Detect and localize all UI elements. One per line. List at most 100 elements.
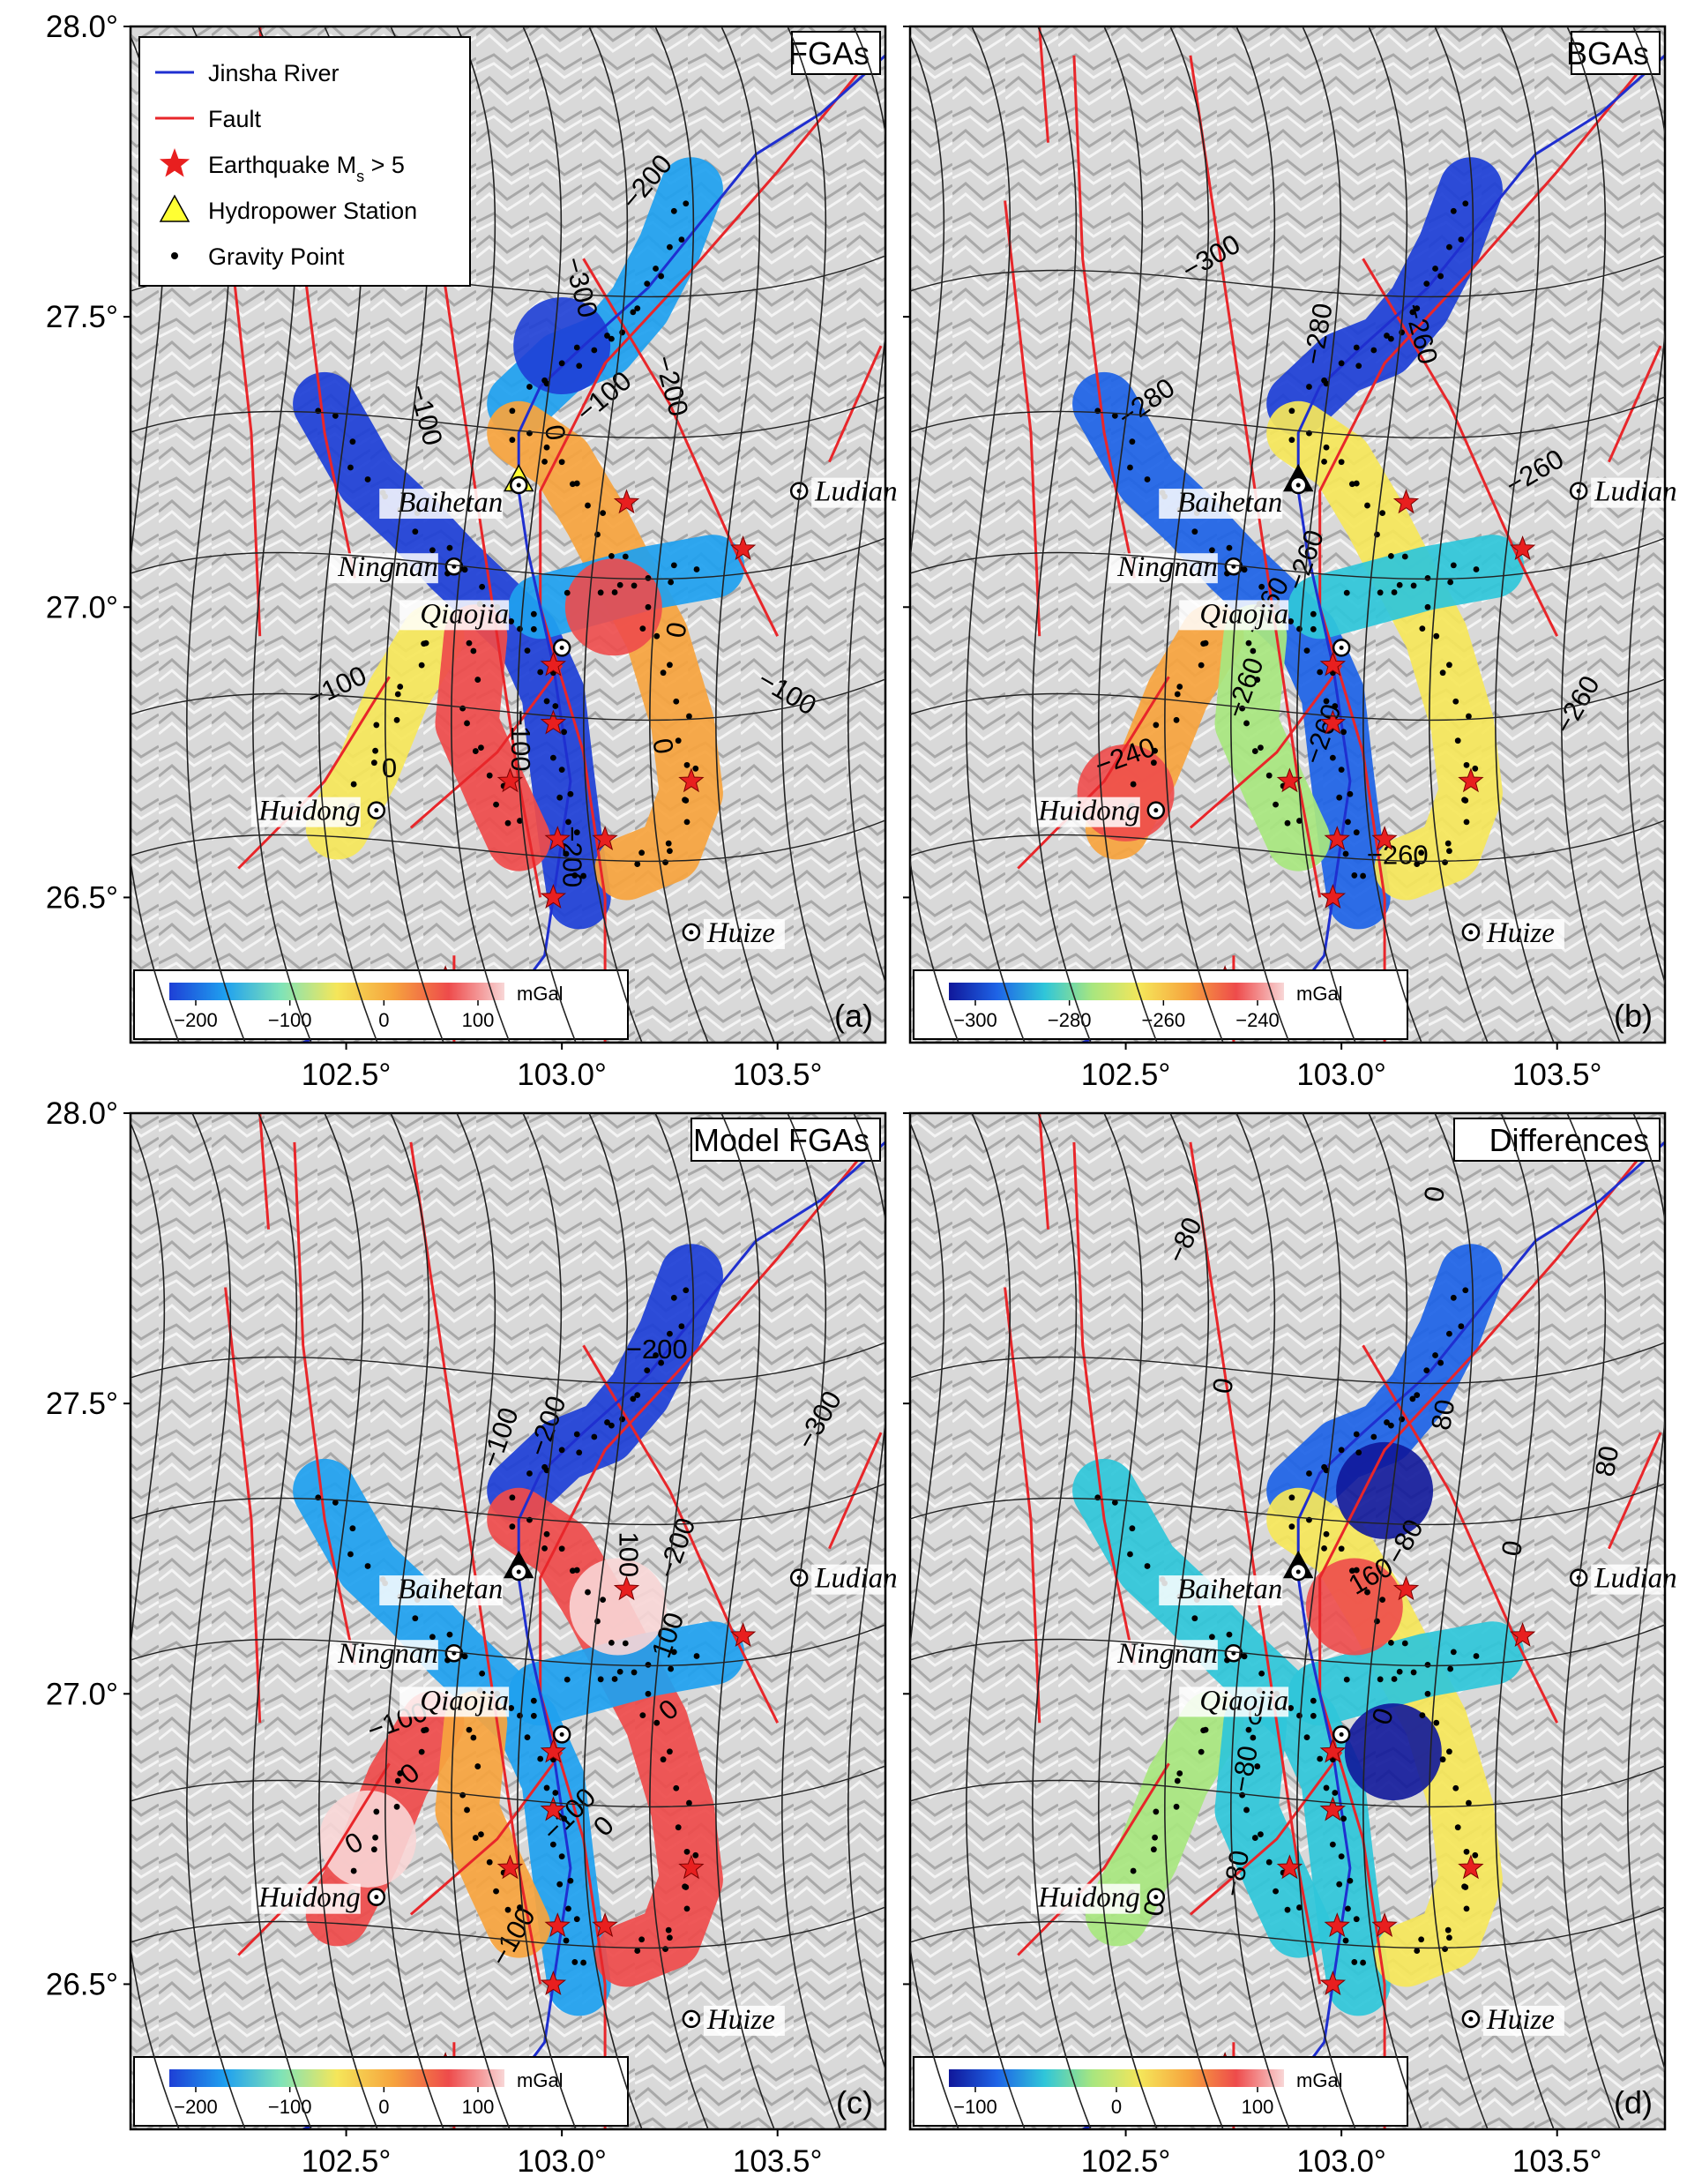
town-marker-dot <box>1153 1895 1159 1900</box>
gravity-point <box>393 1803 400 1810</box>
fault-line <box>1189 1751 1343 1916</box>
gravity-point <box>1153 722 1160 729</box>
town-label: Qiaojia <box>1199 1685 1288 1717</box>
gravity-point <box>1424 1661 1431 1668</box>
gravity-point <box>1473 566 1480 572</box>
panel-letter: (a) <box>834 998 873 1034</box>
town-marker-dot <box>689 2016 694 2022</box>
gravity-point <box>1336 794 1343 801</box>
gravity-point <box>1173 1803 1180 1810</box>
gravity-point <box>543 1784 550 1791</box>
gravity-point <box>1288 1494 1295 1501</box>
gravity-point <box>1296 818 1303 824</box>
town-label: Huize <box>706 917 775 949</box>
colorbar-box <box>913 969 1408 1040</box>
gravity-point <box>1258 583 1265 590</box>
gravity-point <box>1446 1330 1452 1337</box>
gravity-point <box>1419 625 1426 632</box>
gravity-point <box>1265 772 1273 779</box>
gravity-point <box>543 698 550 705</box>
gravity-point <box>1432 1352 1438 1358</box>
gravity-point <box>504 819 511 826</box>
gravity-point <box>645 1690 652 1697</box>
gravity-point <box>1245 1726 1252 1733</box>
colorbar-tick-label: −200 <box>174 2096 218 2118</box>
map-frame <box>908 1111 1667 2131</box>
lat-tick-label: 27.5° <box>46 1387 118 1421</box>
gravity-point <box>1127 1551 1133 1558</box>
earthquake-star-icon <box>1371 826 1398 851</box>
legend-label-suffix: > 5 <box>364 152 405 178</box>
gravity-point <box>1152 747 1158 754</box>
gravity-point <box>474 1763 481 1769</box>
fault-line <box>237 1762 391 1956</box>
gravity-point <box>591 347 598 354</box>
gravity-point <box>692 1851 699 1859</box>
gravity-point <box>517 818 523 824</box>
gravity-point <box>653 1352 659 1358</box>
gravity-point <box>1347 1877 1354 1884</box>
colorbar-tick-label: 100 <box>1242 2096 1274 2118</box>
gravity-point <box>563 1937 570 1944</box>
gravity-point <box>665 1926 672 1933</box>
gravity-point <box>517 1712 523 1719</box>
gravity-point <box>526 1470 533 1477</box>
gravity-point <box>459 1791 467 1799</box>
gravity-point <box>1424 574 1431 581</box>
town-marker-dot <box>1153 808 1159 813</box>
gravity-point <box>1288 408 1295 415</box>
gravity-point <box>1241 1653 1248 1660</box>
gravity-point <box>1173 716 1180 723</box>
gravity-point <box>1447 1665 1454 1672</box>
gravity-point <box>678 236 685 243</box>
gravity-point <box>1129 438 1136 445</box>
gravity-point <box>1250 1734 1257 1741</box>
gravity-point <box>634 305 641 311</box>
fault-line <box>1004 1287 1041 1724</box>
gravity-point <box>597 589 604 596</box>
gravity-point <box>459 705 467 712</box>
gravity-point <box>1377 589 1384 596</box>
colorbar-tick-label: −240 <box>1235 1009 1280 1031</box>
gravity-point <box>597 1676 604 1683</box>
gravity-point <box>1310 625 1317 632</box>
gravity-point <box>1348 481 1355 488</box>
town-label-bg <box>1179 1687 1289 1717</box>
legend-box <box>138 36 471 287</box>
gravity-point <box>1462 1884 1469 1890</box>
gravity-point <box>412 528 419 535</box>
gravity-point <box>667 1934 673 1941</box>
gravity-point <box>563 850 570 857</box>
gravity-point <box>1338 459 1345 466</box>
gravity-point <box>1258 744 1264 751</box>
gravity-point <box>619 329 626 336</box>
gravity-point <box>543 1530 550 1537</box>
gravity-point <box>1321 377 1327 384</box>
gravity-point <box>1384 333 1390 339</box>
gravity-point <box>347 1551 354 1558</box>
gravity-point <box>683 200 690 207</box>
anomaly-hotspot <box>1305 1558 1403 1656</box>
town-label-bg <box>703 2005 785 2036</box>
lat-tick-label: 27.5° <box>46 300 118 334</box>
gravity-point <box>1296 1904 1303 1911</box>
gravity-point <box>1462 1287 1469 1294</box>
map-panel-c: −200−300−200−200−100100100−1000000−100−1… <box>46 1096 907 2179</box>
gravity-point <box>670 562 677 569</box>
earthquake-star-icon <box>1458 1854 1484 1880</box>
gravity-point <box>683 1287 690 1294</box>
gravity-point <box>530 1712 537 1719</box>
gravity-point <box>1387 1639 1394 1646</box>
gravity-point <box>1414 1948 1421 1954</box>
towns: Baihetan Ningnan Qiaojia Ludian Huidong Huize <box>250 1563 907 2036</box>
town-label-bg <box>1591 477 1687 508</box>
gravity-point <box>478 744 484 751</box>
colorbar-tick-label: 0 <box>1111 2096 1122 2118</box>
gravity-point <box>1303 647 1310 654</box>
gravity-point <box>564 589 571 596</box>
gravity-point <box>1321 1545 1327 1552</box>
earthquake-star-icon <box>540 1970 567 1995</box>
panel-letter: (d) <box>1614 2084 1653 2120</box>
gravity-point <box>397 1770 404 1776</box>
